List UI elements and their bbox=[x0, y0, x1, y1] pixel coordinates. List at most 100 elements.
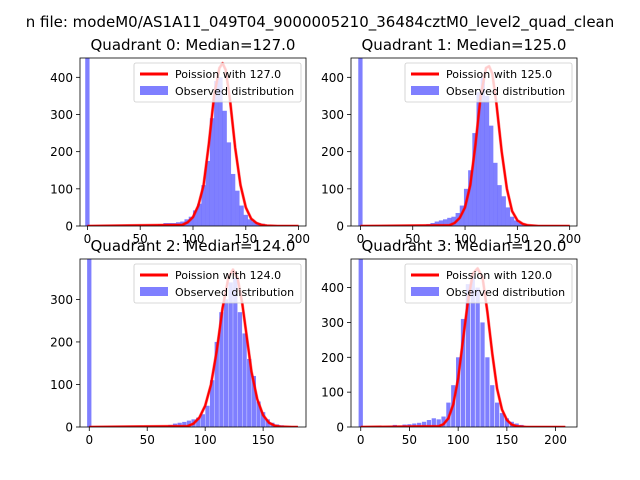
histogram-bar bbox=[201, 185, 206, 226]
x-tick-label: 150 bbox=[234, 232, 257, 246]
x-tick-label: 100 bbox=[182, 232, 205, 246]
legend-patch-swatch bbox=[140, 86, 168, 95]
histogram-bar bbox=[514, 220, 519, 226]
histogram-bar bbox=[358, 259, 363, 427]
histogram-bar bbox=[209, 380, 215, 427]
histogram-bar bbox=[218, 77, 223, 226]
histogram-bar bbox=[228, 282, 233, 427]
y-tick-label: 100 bbox=[321, 182, 344, 196]
histogram-bar bbox=[196, 417, 201, 427]
subplot-title: Quadrant 0: Median=127.0 bbox=[91, 36, 296, 54]
histogram-bar bbox=[251, 375, 256, 427]
y-tick-label: 200 bbox=[321, 351, 344, 365]
legend: Poission with 124.0 Observed distribution bbox=[133, 263, 302, 304]
legend-patch-swatch bbox=[411, 86, 439, 95]
legend-label-observed: Observed distribution bbox=[175, 85, 294, 98]
histogram-bar bbox=[470, 277, 475, 427]
histogram-bar bbox=[476, 92, 481, 226]
histogram-bar bbox=[230, 173, 236, 226]
y-tick-label: 400 bbox=[321, 71, 344, 85]
histogram-bar bbox=[222, 110, 227, 226]
x-tick-label: 100 bbox=[454, 232, 477, 246]
subplot-title: Quadrant 2: Median=124.0 bbox=[91, 237, 296, 255]
legend: Poission with 127.0 Observed distribution bbox=[133, 62, 302, 103]
histogram-bar bbox=[447, 217, 452, 226]
y-tick-label: 100 bbox=[50, 182, 73, 196]
histogram-bar bbox=[186, 420, 192, 427]
x-tick-label: 100 bbox=[447, 433, 470, 447]
legend-label-poisson: Poission with 127.0 bbox=[175, 68, 281, 81]
legend-label-poisson: Poission with 120.0 bbox=[446, 269, 552, 282]
histogram-bar bbox=[200, 414, 205, 427]
subplot-quadrant-3: 0 50 100 150 200 0 100 200 300 400 Quadrant 3: Med… bbox=[321, 237, 578, 447]
subplot-title: Quadrant 1: Median=125.0 bbox=[362, 36, 567, 54]
x-tick-label: 0 bbox=[84, 232, 92, 246]
histogram-bar bbox=[226, 142, 232, 226]
histogram-bar bbox=[490, 385, 495, 427]
subplot-quadrant-2: 0 50 100 150 0 100 200 300 Quadrant 2: Median=12… bbox=[50, 237, 307, 447]
subplot-title: Quadrant 3: Median=120.0 bbox=[362, 237, 567, 255]
legend-patch-swatch bbox=[411, 287, 439, 296]
histogram-bar bbox=[499, 413, 505, 427]
histogram-bar bbox=[465, 284, 471, 427]
histogram-bar bbox=[219, 312, 224, 427]
x-tick-label: 50 bbox=[140, 433, 155, 447]
y-tick-label: 0 bbox=[336, 220, 344, 234]
histogram-bar bbox=[493, 162, 498, 226]
y-tick-label: 0 bbox=[336, 421, 344, 435]
histogram-bar bbox=[247, 358, 252, 427]
x-tick-label: 150 bbox=[495, 433, 518, 447]
subplot-quadrant-1: 0 50 100 150 200 0 100 200 300 400 Quadrant 1: Med… bbox=[321, 36, 581, 246]
x-tick-label: 50 bbox=[405, 232, 420, 246]
histogram-bar bbox=[247, 219, 253, 226]
y-tick-label: 100 bbox=[50, 378, 73, 392]
plot-area bbox=[87, 259, 298, 427]
histogram-bar bbox=[233, 278, 238, 427]
legend-box bbox=[404, 263, 573, 304]
y-tick-label: 200 bbox=[321, 145, 344, 159]
axes-frame bbox=[350, 57, 578, 227]
histogram-bar bbox=[358, 58, 363, 226]
histogram-bar bbox=[223, 299, 229, 427]
legend: Poission with 125.0 Observed distribution bbox=[404, 62, 573, 103]
histogram-bar bbox=[480, 322, 485, 427]
histogram-bar bbox=[468, 170, 473, 226]
legend-box bbox=[133, 62, 302, 103]
histogram-bar bbox=[235, 190, 240, 226]
y-tick-label: 0 bbox=[65, 421, 73, 435]
histogram-bar bbox=[472, 133, 477, 226]
histogram-bar bbox=[501, 196, 506, 226]
histogram-bar bbox=[252, 221, 257, 226]
histogram-bar bbox=[497, 185, 502, 226]
histogram-bar bbox=[209, 118, 215, 226]
histogram-bar bbox=[260, 412, 266, 427]
legend-label-observed: Observed distribution bbox=[446, 85, 565, 98]
histogram-bar bbox=[460, 318, 466, 427]
x-tick-label: 0 bbox=[357, 433, 365, 447]
histogram-bar bbox=[192, 210, 198, 226]
x-tick-label: 200 bbox=[544, 433, 567, 447]
y-tick-label: 400 bbox=[321, 281, 344, 295]
figure-suptitle: n file: modeM0/AS1A11_049T04_9000005210_… bbox=[26, 13, 615, 32]
y-tick-label: 300 bbox=[321, 108, 344, 122]
legend-box bbox=[404, 62, 573, 103]
histogram-bar bbox=[505, 207, 511, 226]
histogram-bar bbox=[489, 125, 494, 226]
histogram-bar bbox=[441, 416, 446, 427]
x-tick-label: 100 bbox=[194, 433, 217, 447]
legend: Poission with 120.0 Observed distribution bbox=[404, 263, 573, 304]
histogram-bar bbox=[438, 220, 444, 226]
legend-label-poisson: Poission with 124.0 bbox=[175, 269, 281, 282]
histogram-bar bbox=[431, 418, 436, 427]
axes-frame bbox=[350, 258, 578, 428]
histogram-bar bbox=[434, 221, 439, 226]
x-tick-label: 200 bbox=[287, 232, 310, 246]
histogram-bar bbox=[256, 401, 261, 427]
y-tick-label: 200 bbox=[50, 145, 73, 159]
histogram-bar bbox=[456, 357, 461, 427]
histogram-bar bbox=[475, 287, 480, 427]
legend-patch-swatch bbox=[140, 287, 168, 296]
legend-label-observed: Observed distribution bbox=[175, 286, 294, 299]
y-tick-label: 0 bbox=[65, 220, 73, 234]
axes-frame bbox=[79, 258, 307, 428]
